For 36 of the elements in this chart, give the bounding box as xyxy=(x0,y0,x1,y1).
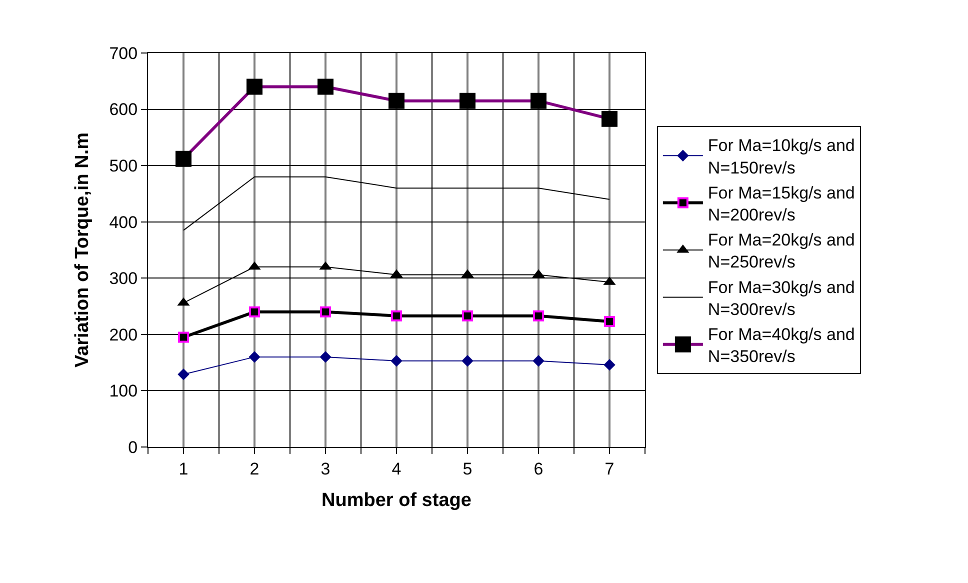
point xyxy=(178,332,189,343)
point xyxy=(462,310,473,322)
point xyxy=(320,351,332,363)
point xyxy=(391,310,402,322)
legend-label: For Ma=10kg/s and N=150rev/s xyxy=(708,136,855,178)
x-tick-label: 1 xyxy=(178,459,188,478)
x-tick-label: 3 xyxy=(320,459,330,478)
point xyxy=(604,316,615,327)
point xyxy=(248,351,260,363)
x-tick-label: 2 xyxy=(250,459,260,478)
point xyxy=(462,355,474,367)
legend-label: For Ma=40kg/s and N=350rev/s xyxy=(708,324,855,366)
x-tick-label: 7 xyxy=(604,459,614,478)
point xyxy=(249,306,260,318)
y-tick-label: 200 xyxy=(109,325,138,344)
legend-label: For Ma=30kg/s and N=300rev/s xyxy=(708,278,855,319)
point xyxy=(320,306,331,318)
point xyxy=(532,355,544,367)
y-tick-label: 100 xyxy=(109,382,138,401)
x-tick-label: 6 xyxy=(534,459,544,478)
point xyxy=(178,368,190,380)
y-tick-label: 400 xyxy=(109,212,138,232)
legend-label: For Ma=20kg/s and N=250rev/s xyxy=(708,230,855,272)
y-tick-label: 0 xyxy=(128,438,138,457)
y-tick-label: 700 xyxy=(109,44,138,63)
point xyxy=(604,358,616,371)
legend-label: For Ma=15kg/s and N=200rev/s xyxy=(708,183,855,224)
y-tick-label: 500 xyxy=(109,156,138,176)
x-tick-label: 5 xyxy=(462,459,472,478)
x-tick-label: 4 xyxy=(392,459,402,478)
y-axis-title: Variation of Torque,in N.m xyxy=(72,132,94,368)
point xyxy=(533,310,544,322)
point xyxy=(390,355,402,367)
y-tick-label: 300 xyxy=(109,269,138,288)
y-tick-label: 600 xyxy=(109,100,138,120)
x-axis-title: Number of stage xyxy=(322,490,472,512)
